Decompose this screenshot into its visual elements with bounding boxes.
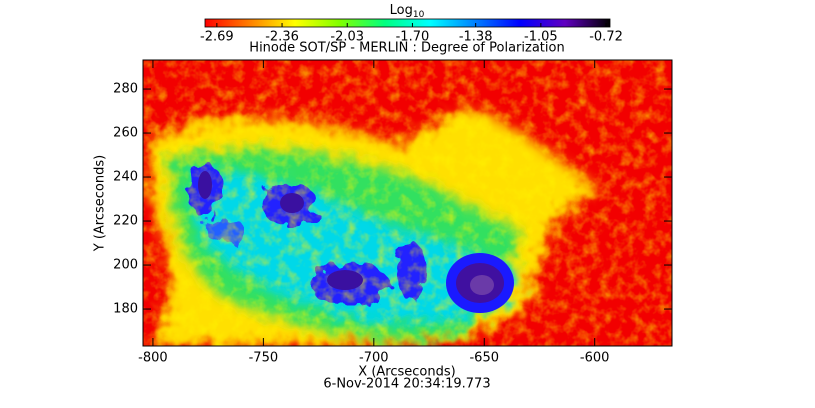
x-tick-label: -650	[469, 351, 499, 366]
y-tick-label: 220	[113, 214, 138, 229]
colorbar-tick-label: -1.70	[396, 30, 430, 45]
y-tick-label: 280	[113, 82, 138, 97]
colorbar-tick-label: -1.38	[459, 30, 493, 45]
colorbar-tick-label: -2.69	[200, 30, 234, 45]
chart-title: Hinode SOT/SP - MERLIN : Degree of Polar…	[249, 41, 564, 56]
colorbar-label: Log10	[390, 3, 425, 20]
colorbar-tick-label: -0.72	[589, 30, 623, 45]
colorbar-tick-label: -1.05	[524, 30, 558, 45]
timestamp: 6-Nov-2014 20:34:19.773	[323, 377, 490, 392]
y-tick-label: 200	[113, 258, 138, 273]
colorbar-tick-label: -2.03	[330, 30, 364, 45]
x-tick-label: -700	[359, 351, 389, 366]
x-tick-label: -600	[580, 351, 610, 366]
colorbar-tick-label: -2.36	[265, 30, 299, 45]
heatmap-image	[143, 60, 672, 346]
x-axis-label: X (Arcseconds)	[358, 365, 455, 380]
x-tick-label: -750	[249, 351, 279, 366]
x-tick-label: -800	[138, 351, 168, 366]
plot-frame	[142, 59, 673, 347]
y-axis-label: Y (Arcseconds)	[93, 155, 108, 252]
y-tick-label: 180	[113, 302, 138, 317]
y-tick-label: 240	[113, 170, 138, 185]
colorbar	[204, 18, 611, 28]
y-tick-label: 260	[113, 126, 138, 141]
